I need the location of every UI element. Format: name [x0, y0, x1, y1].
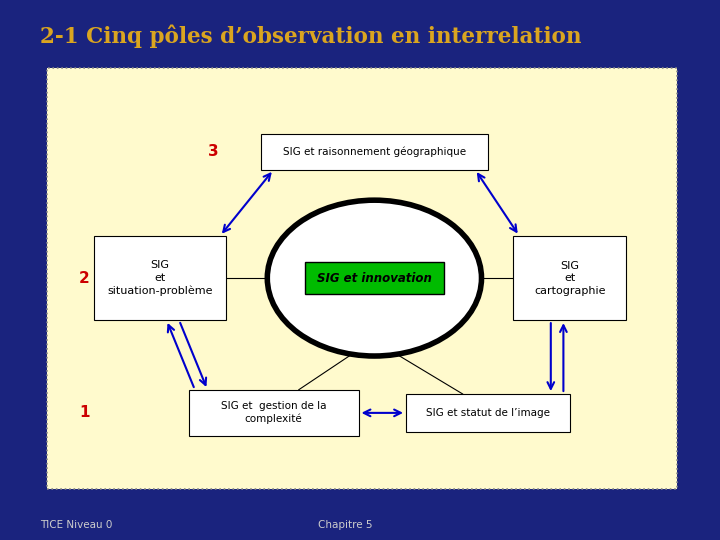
FancyBboxPatch shape: [305, 262, 444, 294]
Text: SIG et statut de l’image: SIG et statut de l’image: [426, 408, 550, 418]
FancyArrowPatch shape: [223, 174, 271, 232]
Text: SIG et  gestion de la
complexité: SIG et gestion de la complexité: [221, 401, 326, 424]
FancyBboxPatch shape: [406, 394, 570, 432]
Text: TICE Niveau 0: TICE Niveau 0: [40, 520, 112, 530]
FancyArrowPatch shape: [180, 323, 206, 385]
Text: 2: 2: [79, 271, 90, 286]
Text: SIG
et
situation-problème: SIG et situation-problème: [107, 260, 213, 296]
FancyArrowPatch shape: [547, 323, 554, 389]
Text: Chapitre 5: Chapitre 5: [318, 520, 373, 530]
Ellipse shape: [267, 200, 482, 356]
FancyBboxPatch shape: [94, 236, 226, 320]
FancyArrowPatch shape: [478, 174, 516, 232]
Text: SIG et innovation: SIG et innovation: [317, 272, 432, 285]
Text: SIG
et
cartographie: SIG et cartographie: [534, 261, 606, 295]
FancyArrowPatch shape: [560, 325, 567, 391]
FancyArrowPatch shape: [364, 409, 401, 416]
Text: 2-1 Cinq pôles d’observation en interrelation: 2-1 Cinq pôles d’observation en interrel…: [40, 24, 581, 48]
FancyBboxPatch shape: [47, 68, 677, 489]
Text: 1: 1: [79, 406, 90, 420]
FancyBboxPatch shape: [261, 134, 488, 170]
FancyArrowPatch shape: [168, 325, 194, 387]
FancyBboxPatch shape: [189, 390, 359, 436]
Text: 3: 3: [208, 144, 219, 159]
Text: SIG et raisonnement géographique: SIG et raisonnement géographique: [283, 146, 466, 157]
FancyBboxPatch shape: [513, 236, 626, 320]
